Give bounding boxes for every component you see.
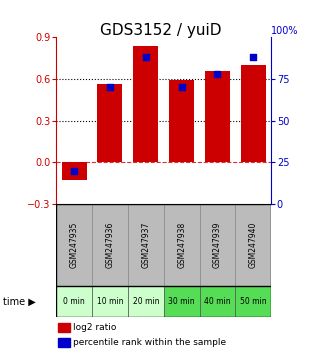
Text: 50 min: 50 min <box>240 297 267 306</box>
Text: 0 min: 0 min <box>63 297 85 306</box>
Text: 100%: 100% <box>271 25 299 35</box>
Text: time ▶: time ▶ <box>3 296 36 306</box>
Point <box>215 71 220 77</box>
Text: percentile rank within the sample: percentile rank within the sample <box>74 338 227 347</box>
Text: GSM247936: GSM247936 <box>105 222 115 268</box>
Bar <box>164 286 200 317</box>
Bar <box>56 204 92 286</box>
Bar <box>58 323 70 332</box>
Bar <box>58 338 70 347</box>
Bar <box>133 46 158 162</box>
Bar <box>128 286 164 317</box>
Point <box>72 168 77 173</box>
Bar <box>241 65 266 162</box>
Text: 20 min: 20 min <box>133 297 159 306</box>
Text: log2 ratio: log2 ratio <box>74 323 117 332</box>
Bar <box>205 70 230 162</box>
Bar <box>97 85 123 162</box>
Bar <box>169 80 194 162</box>
Text: 30 min: 30 min <box>168 297 195 306</box>
Text: 10 min: 10 min <box>97 297 123 306</box>
Bar <box>62 162 87 181</box>
Bar <box>128 204 164 286</box>
Bar <box>56 286 92 317</box>
Text: GSM247939: GSM247939 <box>213 222 222 268</box>
Point <box>143 55 148 60</box>
Bar <box>92 286 128 317</box>
Text: GDS3152 / yuiD: GDS3152 / yuiD <box>100 23 221 38</box>
Text: GSM247935: GSM247935 <box>70 222 79 268</box>
Bar <box>92 204 128 286</box>
Text: GSM247937: GSM247937 <box>141 222 150 268</box>
Bar <box>235 286 271 317</box>
Bar <box>200 286 235 317</box>
Point <box>179 84 184 90</box>
Bar <box>164 204 200 286</box>
Text: 40 min: 40 min <box>204 297 231 306</box>
Bar <box>235 204 271 286</box>
Point <box>251 55 256 60</box>
Text: GSM247940: GSM247940 <box>249 222 258 268</box>
Text: GSM247938: GSM247938 <box>177 222 186 268</box>
Point <box>107 84 112 90</box>
Bar <box>200 204 235 286</box>
